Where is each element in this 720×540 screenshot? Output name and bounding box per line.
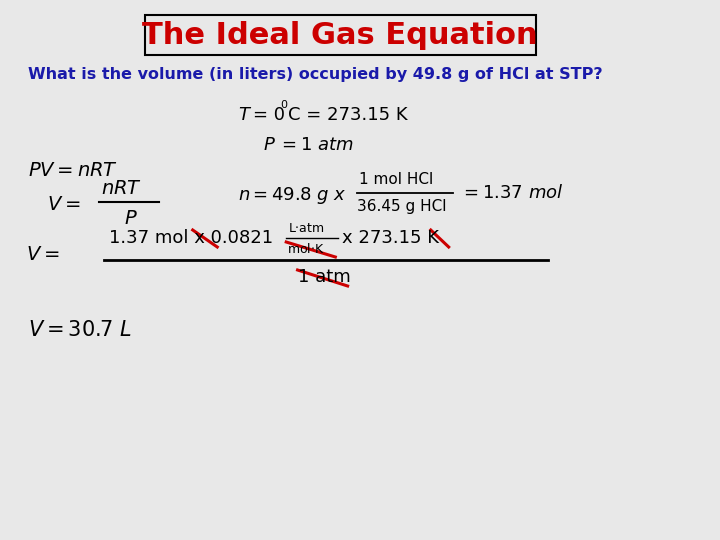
Text: $= 1.37\ mol$: $= 1.37\ mol$: [460, 184, 564, 202]
Text: $= 49.8\ g\ x$: $= 49.8\ g\ x$: [249, 185, 347, 206]
Text: $P$: $P$: [124, 208, 138, 227]
Text: x 273.15 K: x 273.15 K: [342, 229, 439, 247]
Text: C = 273.15 K: C = 273.15 K: [288, 106, 408, 124]
Text: $P$: $P$: [263, 136, 276, 154]
Text: 36.45 g HCl: 36.45 g HCl: [357, 199, 446, 214]
Text: 1 mol HCl: 1 mol HCl: [359, 172, 433, 187]
Text: The Ideal Gas Equation: The Ideal Gas Equation: [143, 21, 538, 50]
Text: $n$: $n$: [238, 186, 251, 204]
Text: 1.37 mol x 0.0821: 1.37 mol x 0.0821: [109, 229, 273, 247]
Text: 0: 0: [281, 100, 287, 110]
Text: $V =$: $V =$: [27, 246, 60, 265]
Text: 1 atm: 1 atm: [297, 268, 351, 286]
Text: $V = 30.7\ L$: $V = 30.7\ L$: [28, 320, 132, 340]
FancyBboxPatch shape: [145, 15, 536, 55]
Text: L$\cdot$atm: L$\cdot$atm: [288, 221, 325, 234]
Text: What is the volume (in liters) occupied by 49.8 g of HCl at STP?: What is the volume (in liters) occupied …: [28, 68, 603, 83]
Text: $nRT$: $nRT$: [101, 179, 142, 198]
Text: $T$: $T$: [238, 106, 252, 124]
Text: = 0: = 0: [253, 106, 285, 124]
Text: $V =$: $V =$: [48, 195, 81, 214]
Text: mol$\cdot$K: mol$\cdot$K: [287, 242, 325, 256]
Text: $PV = nRT$: $PV = nRT$: [28, 160, 119, 179]
Text: $= 1\ atm$: $= 1\ atm$: [278, 136, 354, 154]
